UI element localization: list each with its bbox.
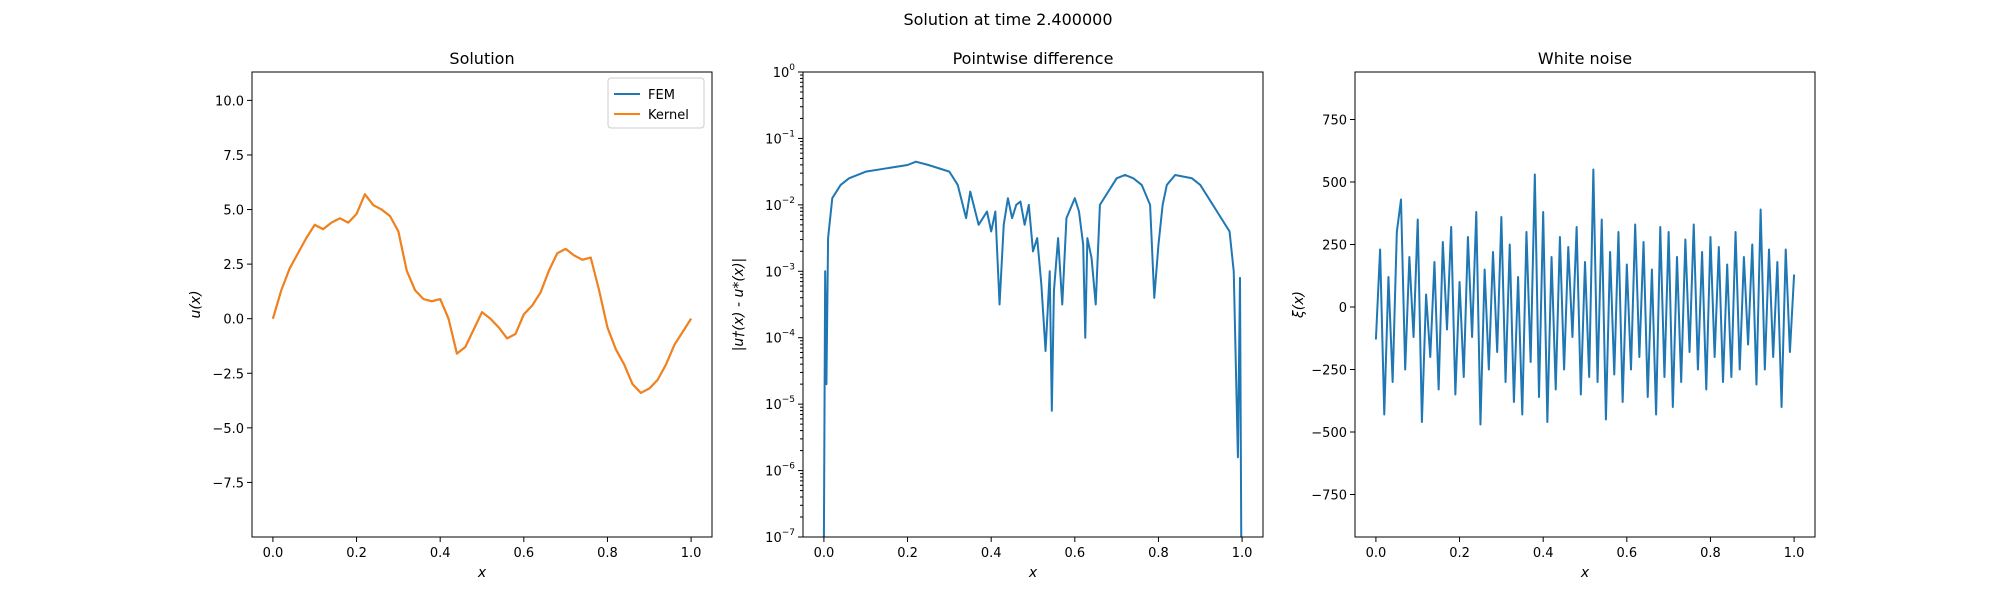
y-axis-label: u(x) xyxy=(188,290,204,318)
y-tick-label: 10−6 xyxy=(765,462,795,480)
x-tick-label: 1.0 xyxy=(681,546,702,561)
series-line xyxy=(822,160,1243,537)
series-line xyxy=(1374,168,1796,426)
y-tick-label: 10−5 xyxy=(765,395,795,413)
y-tick-label: −7.5 xyxy=(212,476,244,491)
y-tick-label: 2.5 xyxy=(223,258,244,273)
x-tick-label: 0.2 xyxy=(1449,546,1470,561)
y-axis-label: ξ(x) xyxy=(1291,291,1307,319)
series-line-kernel xyxy=(271,193,692,394)
x-tick-label: 0.6 xyxy=(1616,546,1637,561)
y-tick-label: 10−3 xyxy=(765,262,795,280)
x-axis-label: x xyxy=(1028,565,1038,581)
y-tick-label: 500 xyxy=(1322,176,1347,191)
x-tick-label: 0.6 xyxy=(513,546,534,561)
x-tick-label: 1.0 xyxy=(1784,546,1805,561)
subplot-panels: Solution 0.0 0.2 0.4 0.6 0.8 1.0 −7.5 −5.0 −2.5 0.… xyxy=(188,49,1816,581)
x-tick-label: 0.4 xyxy=(430,546,451,561)
x-tick-label: 0.8 xyxy=(597,546,618,561)
axes-frame xyxy=(251,71,713,538)
y-tick-label: 10−1 xyxy=(765,129,795,147)
y-tick-label: 10−2 xyxy=(765,196,795,214)
axes-frame xyxy=(1354,71,1816,538)
subplot-1: Solution 0.0 0.2 0.4 0.6 0.8 1.0 −7.5 −5.0 −2.5 0.… xyxy=(188,49,713,581)
y-tick-label: 7.5 xyxy=(223,149,244,164)
y-tick-label: −500 xyxy=(1311,426,1347,441)
x-tick-label: 0.8 xyxy=(1148,546,1169,561)
y-tick-label: −750 xyxy=(1311,489,1347,504)
subplot-title: Pointwise difference xyxy=(953,49,1114,68)
x-tick-label: 0.8 xyxy=(1700,546,1721,561)
x-tick-label: 0.0 xyxy=(263,546,284,561)
x-axis-label: x xyxy=(477,565,487,581)
x-tick-label: 0.0 xyxy=(1366,546,1387,561)
legend-entry: Kernel xyxy=(648,108,689,123)
y-tick-label: 10.0 xyxy=(215,94,244,109)
y-tick-label: −5.0 xyxy=(212,422,244,437)
subplot-3: White noise 0.0 0.2 0.4 0.6 0.8 1.0 −750 −500 −25… xyxy=(1291,49,1816,581)
y-tick-label: 250 xyxy=(1322,239,1347,254)
legend: FEM Kernel xyxy=(607,77,705,129)
x-tick-label: 0.2 xyxy=(897,546,918,561)
y-tick-label: 0.0 xyxy=(223,313,244,328)
y-tick-label: −250 xyxy=(1311,364,1347,379)
y-tick-label: 750 xyxy=(1322,114,1347,129)
legend-entry: FEM xyxy=(648,88,675,103)
legend-box xyxy=(607,77,705,129)
y-tick-label: −2.5 xyxy=(212,367,244,382)
x-tick-label: 0.4 xyxy=(981,546,1002,561)
y-tick-label: 10−4 xyxy=(765,329,795,347)
y-tick-label: 100 xyxy=(773,63,796,81)
subplot-2: Pointwise difference 0.0 0.2 0.4 0.6 0.8 1.0 10… xyxy=(731,49,1264,581)
x-axis-label: x xyxy=(1580,565,1590,581)
x-tick-label: 0.4 xyxy=(1533,546,1554,561)
subplot-title: Solution xyxy=(449,49,514,68)
x-tick-label: 0.2 xyxy=(346,546,367,561)
axes-frame xyxy=(802,71,1264,538)
figure-suptitle: Solution at time 2.400000 xyxy=(903,10,1112,29)
y-tick-label: 5.0 xyxy=(223,204,244,219)
x-tick-label: 0.6 xyxy=(1064,546,1085,561)
y-tick-label: 10−7 xyxy=(765,528,795,546)
y-axis-label: |u†(x) - u*(x)| xyxy=(731,258,747,352)
y-tick-label: 0 xyxy=(1339,301,1347,316)
x-tick-label: 1.0 xyxy=(1232,546,1253,561)
x-tick-label: 0.0 xyxy=(814,546,835,561)
subplot-title: White noise xyxy=(1538,49,1632,68)
